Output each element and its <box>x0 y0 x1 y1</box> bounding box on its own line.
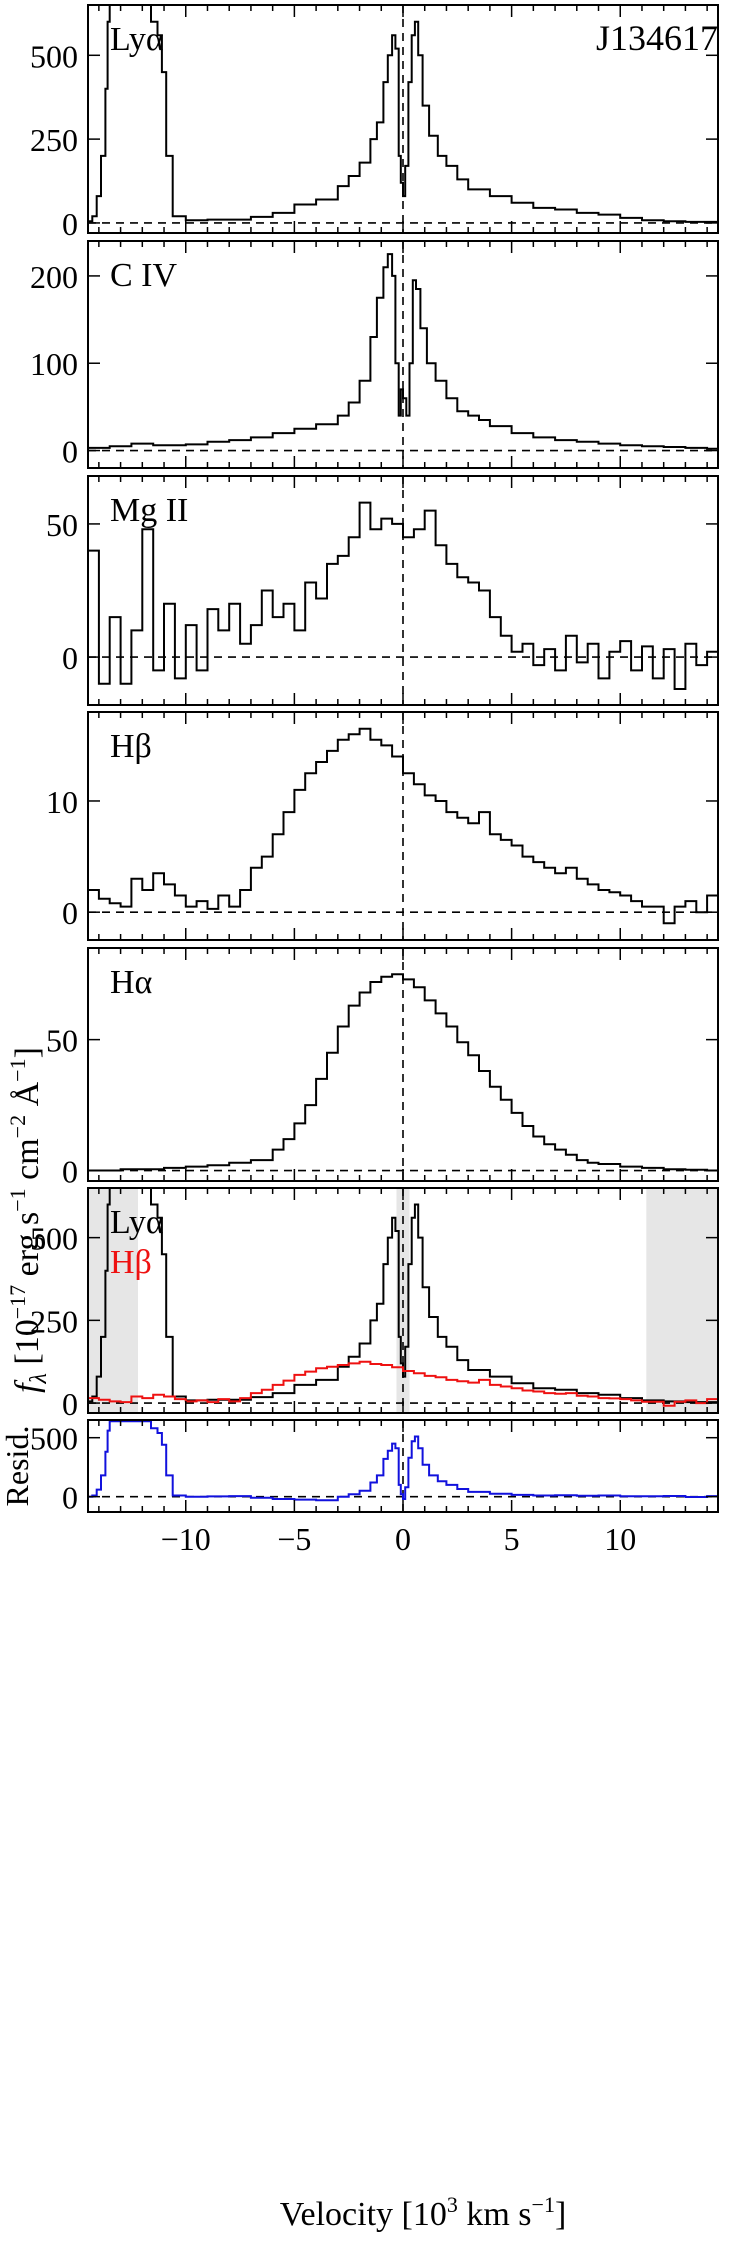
series-black-line <box>88 1188 718 1404</box>
y-tick-label: 0 <box>62 1154 78 1190</box>
y-tick-label: 250 <box>30 122 78 158</box>
x-tick-label: 5 <box>504 1521 520 1557</box>
y-tick-label: 100 <box>30 346 78 382</box>
x-tick-label: 0 <box>395 1521 411 1557</box>
series-blue-line <box>88 1420 718 1502</box>
panel-line-label: C IV <box>110 257 178 294</box>
masked-region <box>646 1188 718 1413</box>
plot-area <box>88 241 718 468</box>
series-black-line <box>88 5 718 223</box>
y-tick-label: 0 <box>62 206 78 242</box>
series-black-line <box>88 253 718 450</box>
y-tick-label: 250 <box>30 1303 78 1339</box>
x-tick-label: 10 <box>604 1521 636 1557</box>
panel-line-label: Hα <box>110 964 153 1001</box>
y-tick-label: 0 <box>62 1386 78 1422</box>
plot-area <box>88 712 718 940</box>
panel-2: 0 100 200 C IV <box>30 240 719 470</box>
x-axis-label: Velocity [103 km s−1] <box>280 2192 567 2233</box>
plot-area <box>88 1420 718 1512</box>
panel-1: 0 250 500 Lyα <box>30 4 719 242</box>
panel-line-label: Lyα <box>110 1204 164 1241</box>
y-tick-label: 500 <box>30 38 78 74</box>
x-tick-label: −5 <box>277 1521 311 1557</box>
plot-area <box>88 948 718 1181</box>
series-red-line <box>88 1360 718 1407</box>
y-tick-label: 500 <box>30 1421 78 1457</box>
y-tick-label: 50 <box>46 507 78 543</box>
y-tick-label: 10 <box>46 784 78 820</box>
residual-axis-label: Resid. <box>0 1426 35 1507</box>
y-tick-label: 500 <box>30 1221 78 1257</box>
x-tick-label: −10 <box>161 1521 211 1557</box>
object-name: J134617 <box>596 18 718 58</box>
panel-line-label: Lyα <box>110 21 164 58</box>
y-tick-label: 0 <box>62 640 78 676</box>
panel-line-label-red: Hβ <box>110 1244 152 1281</box>
series-black-line <box>88 501 718 697</box>
series-black-line <box>88 973 718 1172</box>
panel-3: 0 50 Mg II <box>46 475 719 706</box>
y-tick-label: 200 <box>30 259 78 295</box>
y-tick-label: 0 <box>62 434 78 470</box>
y-axis-label: fλ [10−17 erg s−1 cm−2 Å−1] <box>5 1047 52 1393</box>
masked-region <box>88 1188 138 1413</box>
y-tick-label: 50 <box>46 1023 78 1059</box>
panel-5: 0 50 Hα <box>46 947 719 1190</box>
panel-line-label: Mg II <box>110 492 188 529</box>
y-tick-label: 0 <box>62 1480 78 1516</box>
series-black-line <box>88 727 718 925</box>
plot-area <box>88 1188 718 1413</box>
panel-line-label: Hβ <box>110 728 152 765</box>
y-tick-label: 0 <box>62 895 78 931</box>
panel-4: 0 10 Hβ <box>46 711 719 941</box>
plot-area <box>88 476 718 705</box>
